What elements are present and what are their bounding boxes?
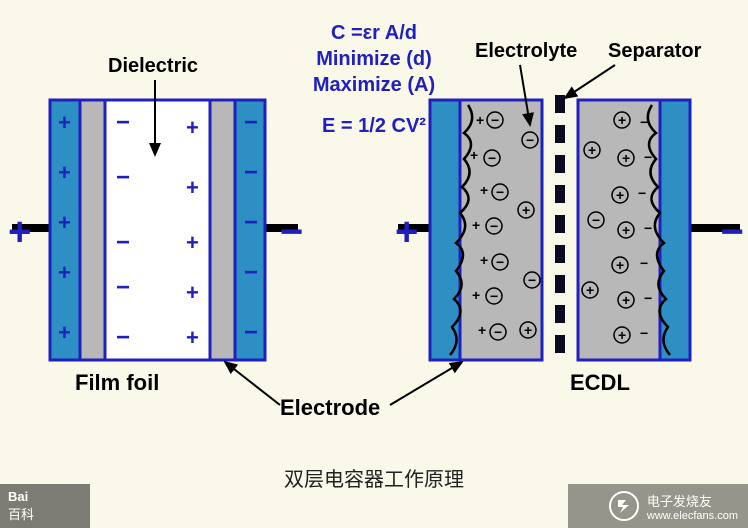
terminal-minus-right: − [721,210,744,255]
watermark-left: Bai 百科 [0,484,90,528]
formula-max: Maximize (A) [313,72,435,98]
svg-text:+: + [618,327,626,343]
label-electrode: Electrode [280,395,380,421]
svg-text:+: + [622,222,630,238]
svg-text:−: − [490,288,498,304]
svg-text:−: − [491,112,499,128]
svg-text:−: − [494,324,502,340]
svg-text:+: + [470,147,478,163]
svg-text:+: + [480,182,488,198]
svg-text:+: + [588,142,596,158]
svg-text:+: + [58,110,71,135]
label-ecdl: ECDL [570,370,630,396]
watermark-text: 电子发烧友 [647,491,738,510]
film-foil-capacitor: + + + + + − − − − − + + + + + − − − − − [50,100,265,360]
svg-text:−: − [640,114,648,130]
svg-text:−: − [592,212,600,228]
svg-text:−: − [244,109,258,136]
svg-text:−: − [490,218,498,234]
svg-text:+: + [618,112,626,128]
formula-c: C =εr A/d [313,20,435,46]
formula-e: E = 1/2 CV² [313,113,435,139]
svg-text:+: + [58,210,71,235]
svg-text:−: − [496,184,504,200]
electrode-right [210,100,235,360]
svg-text:−: − [644,149,652,165]
svg-text:−: − [244,319,258,346]
formula-min: Minimize (d) [313,46,435,72]
svg-text:−: − [640,255,648,271]
svg-text:+: + [586,282,594,298]
ecdl-electrode-right [660,100,690,360]
svg-text:−: − [116,109,130,136]
svg-text:−: − [116,274,130,301]
svg-text:−: − [528,272,536,288]
svg-text:+: + [186,115,199,140]
electrode-left [80,100,105,360]
svg-text:−: − [116,324,130,351]
watermark-right-text: 电子发烧友 www.elecfans.com [647,491,738,522]
terminal-minus-left: − [280,210,303,255]
svg-text:−: − [644,290,652,306]
svg-text:−: − [644,220,652,236]
svg-text:+: + [58,160,71,185]
svg-text:−: − [116,229,130,256]
svg-text:+: + [186,230,199,255]
ecdl-capacitor: + − + − + − + − + − + − + − − + − + [430,95,690,365]
diagram-root: + + + + + − − − − − + + + + + − − − − − [0,0,748,528]
svg-text:+: + [186,280,199,305]
svg-text:+: + [476,112,484,128]
watermark-left-line2: 百科 [8,504,90,523]
label-dielectric: Dielectric [108,55,198,78]
svg-text:−: − [244,209,258,236]
watermark-left-line1: Bai [8,489,90,504]
svg-text:+: + [622,292,630,308]
svg-text:+: + [622,150,630,166]
svg-text:−: − [496,254,504,270]
arrow-separator [565,65,615,98]
svg-text:+: + [616,257,624,273]
svg-text:+: + [616,187,624,203]
svg-text:−: − [640,325,648,341]
svg-text:−: − [638,185,646,201]
svg-text:−: − [244,259,258,286]
svg-text:+: + [524,322,532,338]
label-electrolyte: Electrolyte [475,40,577,63]
svg-text:+: + [58,260,71,285]
elecfans-icon [609,491,639,521]
terminal-plus-left: + [8,210,31,255]
svg-text:−: − [488,150,496,166]
svg-text:+: + [472,217,480,233]
ecdl-electrode-left [430,100,460,360]
svg-text:+: + [478,322,486,338]
svg-text:+: + [58,320,71,345]
label-film-foil: Film foil [75,370,159,396]
svg-text:+: + [472,287,480,303]
formula-block: C =εr A/d Minimize (d) Maximize (A) E = … [313,20,435,139]
svg-text:−: − [526,132,534,148]
svg-text:+: + [186,175,199,200]
watermark-url: www.elecfans.com [647,510,738,522]
arrow-electrode-right [390,362,462,405]
watermark-right: 电子发烧友 www.elecfans.com [568,484,748,528]
terminal-plus-right: + [395,210,418,255]
svg-text:+: + [522,202,530,218]
caption: 双层电容器工作原理 [284,463,464,492]
arrow-electrode-left [225,362,280,405]
svg-text:−: − [244,159,258,186]
svg-text:+: + [186,325,199,350]
svg-text:−: − [116,164,130,191]
label-separator: Separator [608,40,701,63]
svg-text:+: + [480,252,488,268]
